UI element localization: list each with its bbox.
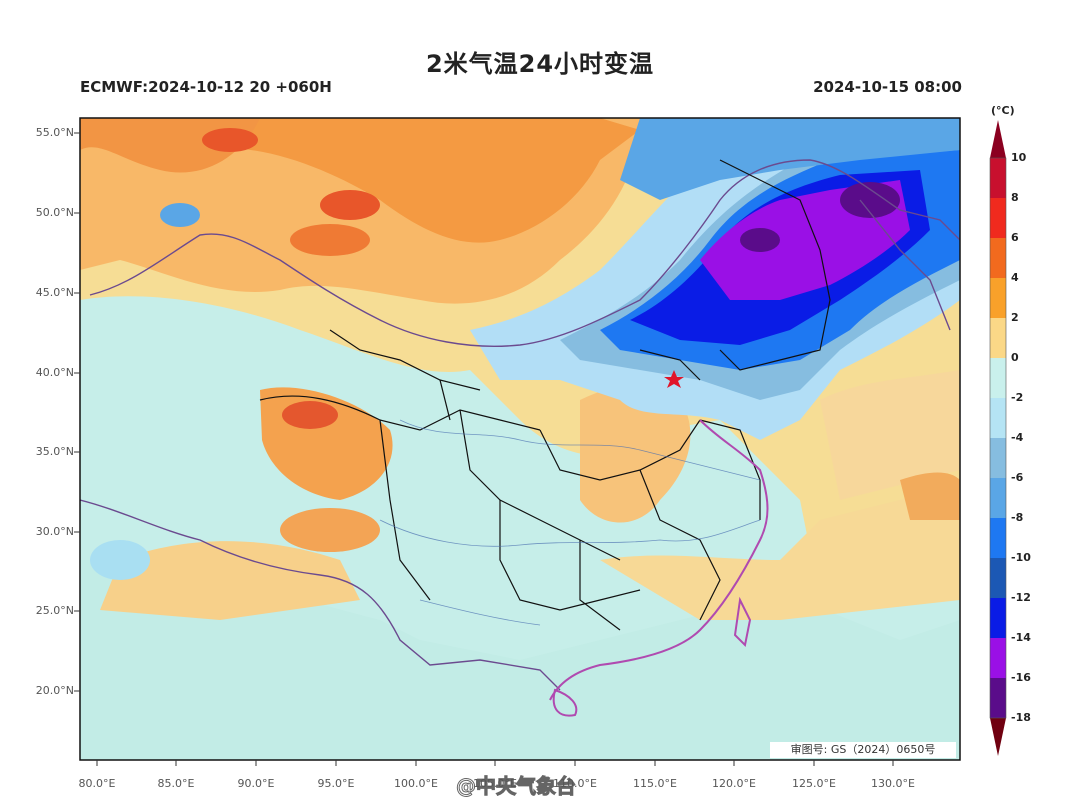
lon-label: 110.0°E bbox=[553, 777, 597, 790]
colorbar-tick-label: -2 bbox=[1011, 391, 1024, 404]
latitude-ticks bbox=[74, 132, 80, 692]
lat-label: 55.0°N bbox=[35, 126, 74, 139]
colorbar-tick-label: -6 bbox=[1011, 471, 1024, 484]
lat-label: 45.0°N bbox=[35, 286, 74, 299]
province-borders bbox=[259, 159, 831, 631]
lat-label: 25.0°N bbox=[35, 604, 74, 617]
lon-label: 130.0°E bbox=[871, 777, 915, 790]
colorbar-tick-label: -16 bbox=[1011, 671, 1031, 684]
lon-label: 105.0°E bbox=[473, 777, 517, 790]
lat-label: 40.0°N bbox=[35, 366, 74, 379]
colorbar-max-arrow bbox=[990, 120, 1006, 158]
colorbar-segment bbox=[990, 358, 1006, 398]
longitude-ticks bbox=[96, 760, 894, 766]
colorbar-segment bbox=[990, 198, 1006, 238]
lat-label: 50.0°N bbox=[35, 206, 74, 219]
colorbar-segment bbox=[990, 158, 1006, 198]
colorbar-tick-label: -18 bbox=[1011, 711, 1031, 724]
lon-label: 120.0°E bbox=[712, 777, 756, 790]
colorbar bbox=[989, 120, 1007, 756]
lon-label: 100.0°E bbox=[394, 777, 438, 790]
watermark: @中央气象台 bbox=[456, 774, 577, 799]
country-borders bbox=[80, 159, 960, 691]
lon-label: 80.0°E bbox=[78, 777, 116, 790]
colorbar-segment bbox=[990, 238, 1006, 278]
rivers bbox=[379, 419, 761, 626]
lon-label: 85.0°E bbox=[157, 777, 195, 790]
lon-label: 90.0°E bbox=[237, 777, 275, 790]
map-fill bbox=[80, 118, 960, 760]
lat-label: 30.0°N bbox=[35, 525, 74, 538]
colorbar-tick-label: 0 bbox=[1011, 351, 1019, 364]
lon-label: 125.0°E bbox=[792, 777, 836, 790]
model-run-label: ECMWF:2024-10-12 20 +060H bbox=[80, 78, 332, 96]
colorbar-segment bbox=[990, 318, 1006, 358]
colorbar-segment bbox=[990, 678, 1006, 718]
colorbar-tick-label: -10 bbox=[1011, 551, 1031, 564]
colorbar-tick-label: 2 bbox=[1011, 311, 1019, 324]
colorbar-tick-label: 4 bbox=[1011, 271, 1019, 284]
coastline bbox=[549, 419, 769, 717]
colorbar-tick-label: 10 bbox=[1011, 151, 1027, 164]
lon-label: 115.0°E bbox=[633, 777, 677, 790]
colorbar-segment bbox=[990, 558, 1006, 598]
lat-label: 35.0°N bbox=[35, 445, 74, 458]
colorbar-segment bbox=[990, 478, 1006, 518]
colorbar-tick-label: -14 bbox=[1011, 631, 1031, 644]
lon-label: 95.0°E bbox=[317, 777, 355, 790]
map-approval-number: 审图号: GS（2024）0650号 bbox=[770, 742, 956, 758]
colorbar-tick-label: 6 bbox=[1011, 231, 1019, 244]
colorbar-tick-label: -8 bbox=[1011, 511, 1024, 524]
colorbar-segment bbox=[990, 518, 1006, 558]
colorbar-segment bbox=[990, 598, 1006, 638]
colorbar-segment bbox=[990, 278, 1006, 318]
map-frame bbox=[79, 117, 961, 761]
colorbar-segment bbox=[990, 638, 1006, 678]
map-title: 2米气温24小时变温 bbox=[425, 50, 655, 78]
colorbar-min-arrow bbox=[990, 718, 1006, 756]
beijing-star-icon bbox=[664, 370, 684, 388]
colorbar-tick-label: -12 bbox=[1011, 591, 1031, 604]
valid-time-label: 2024-10-15 08:00 bbox=[813, 78, 962, 96]
colorbar-unit: (°C) bbox=[991, 104, 1015, 117]
colorbar-tick-label: -4 bbox=[1011, 431, 1024, 444]
lat-label: 20.0°N bbox=[35, 684, 74, 697]
colorbar-tick-label: 8 bbox=[1011, 191, 1019, 204]
colorbar-frame bbox=[989, 157, 1007, 719]
colorbar-segment bbox=[990, 398, 1006, 438]
colorbar-segment bbox=[990, 438, 1006, 478]
